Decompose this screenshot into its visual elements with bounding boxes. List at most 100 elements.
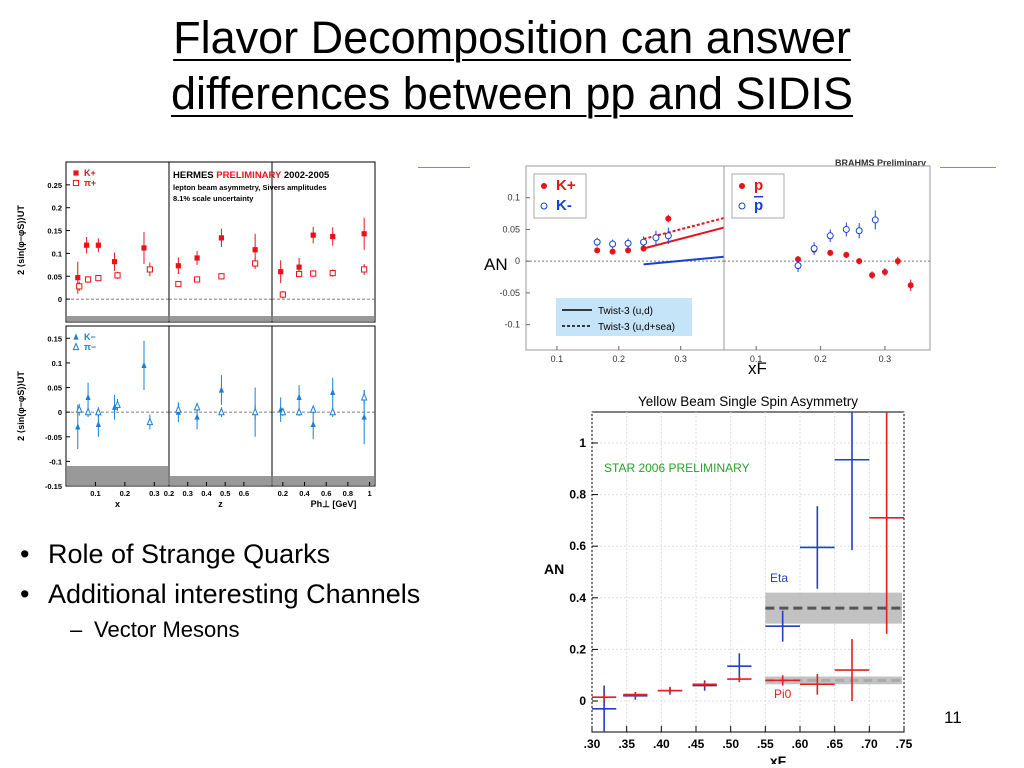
y-tick-label: 0.2	[569, 642, 586, 656]
x-tick-label: .65	[826, 737, 843, 751]
x-tick-label: 0.2	[120, 489, 130, 498]
x-tick-label: 0.6	[321, 489, 331, 498]
y-tick-label: 0.8	[569, 488, 586, 502]
data-point	[73, 180, 78, 185]
x-axis-label: xF	[770, 753, 787, 764]
data-point	[610, 241, 616, 247]
data-point	[77, 284, 82, 289]
data-point	[85, 277, 90, 282]
data-point	[73, 170, 78, 175]
chart-title: Yellow Beam Single Spin Asymmetry	[638, 394, 858, 409]
brahms-panel: 0.1 0.2 0.3-0.1-0.0500.050.1K+K-Twist-3 (u…	[499, 166, 724, 364]
data-point	[827, 233, 833, 239]
data-point	[872, 217, 878, 223]
panel-frame	[169, 326, 272, 486]
y-tick-label: 0.1	[52, 249, 62, 258]
y-tick-label: 0.6	[569, 539, 586, 553]
panel-frame	[272, 326, 375, 486]
data-point	[856, 228, 862, 234]
title-line-1: Flavor Decomposition can answer	[0, 10, 1024, 66]
y-tick-label: 0	[58, 408, 62, 417]
y-axis-label: AN	[484, 255, 508, 274]
y-tick-label: 1	[579, 436, 586, 450]
data-point	[330, 234, 335, 239]
data-point	[75, 275, 80, 280]
data-point	[96, 243, 101, 248]
y-tick-label: 0	[515, 256, 520, 266]
data-point	[362, 231, 367, 236]
x-axis-label: x	[115, 499, 120, 509]
x-tick-label: 0.4	[201, 489, 212, 498]
x-tick-label: .75	[896, 737, 913, 751]
title-line-2: differences between pp and SIDIS	[0, 66, 1024, 122]
data-point	[908, 282, 914, 288]
y-axis-label: AN	[544, 561, 564, 577]
x-tick-label: 0.2	[278, 489, 288, 498]
systematic-band	[67, 316, 168, 321]
y-tick-label: -0.05	[499, 288, 520, 298]
data-point	[843, 252, 849, 258]
data-point	[594, 247, 600, 253]
data-point	[653, 235, 659, 241]
hermes-chart: 2 ⟨sin(φ−φS)⟩UT2 ⟨sin(φ−φS)⟩UT00.050.10.…	[14, 158, 376, 520]
x-tick-label: 0.8	[343, 489, 353, 498]
systematic-band	[273, 476, 374, 485]
x-tick-label: 0.2	[613, 354, 626, 364]
y-tick-label: 0.25	[47, 181, 62, 190]
chart-header: HERMES PRELIMINARY 2002-2005	[173, 170, 330, 181]
x-tick-label: 0.1	[90, 489, 100, 498]
sub-bullet-item: – Vector Mesons	[20, 614, 420, 646]
data-point	[176, 263, 181, 268]
x-tick-label: 0.2	[164, 489, 174, 498]
x-axis-label: Ph⊥ [GeV]	[311, 499, 357, 509]
data-point	[194, 255, 199, 260]
x-tick-label: 0.2	[814, 354, 827, 364]
data-point	[280, 292, 285, 297]
x-tick-label: 0.3	[879, 354, 892, 364]
data-point	[610, 249, 616, 255]
data-point	[811, 245, 817, 251]
series-label-eta: Eta	[770, 571, 788, 585]
legend-label: K−	[84, 332, 96, 342]
y-axis-label: 2 ⟨sin(φ−φS)⟩UT	[16, 205, 26, 275]
data-point	[541, 183, 547, 189]
x-tick-label: 0.5	[220, 489, 230, 498]
legend-label: K-	[556, 197, 572, 214]
legend-label: K+	[84, 168, 96, 178]
data-point	[882, 269, 888, 275]
x-tick-label: 0.4	[299, 489, 310, 498]
data-point	[253, 247, 258, 252]
curve-legend-label: Twist-3 (u,d)	[598, 306, 653, 317]
y-tick-label: 0.2	[52, 204, 62, 213]
systematic-band	[170, 476, 271, 485]
legend-label: K+	[556, 177, 576, 194]
bullet-item: • Additional interesting Channels	[20, 574, 420, 614]
bullet-item: • Role of Strange Quarks	[20, 534, 420, 574]
y-tick-label: 0	[579, 694, 586, 708]
hermes-panel: -0.15 -0.1 -0.05 0 0.05 0.1 0.15 0.1 0.2 0.3 x K−π−	[45, 326, 169, 509]
data-point	[115, 273, 120, 278]
data-point	[112, 259, 117, 264]
data-point	[869, 272, 875, 278]
y-tick-label: 0.1	[52, 359, 62, 368]
x-tick-label: 0.1	[551, 354, 564, 364]
data-point	[795, 263, 801, 269]
header-years: 2002-2005	[281, 170, 330, 181]
chart-subtitle: lepton beam asymmetry, Sivers amplitudes	[173, 183, 327, 192]
data-point	[541, 203, 547, 209]
data-point	[594, 239, 600, 245]
x-tick-label: .70	[861, 737, 878, 751]
x-tick-label: 0.1	[750, 354, 763, 364]
x-tick-label: .60	[792, 737, 809, 751]
page-number: 11	[944, 708, 962, 728]
series-label-pi0: Pi0	[774, 687, 792, 701]
data-point	[147, 267, 152, 272]
panel-frame	[66, 162, 169, 322]
data-point	[141, 245, 146, 250]
data-point	[895, 258, 901, 264]
systematic-band	[170, 316, 271, 321]
legend-label: p	[754, 177, 763, 194]
y-tick-label: 0.15	[47, 334, 62, 343]
data-point	[739, 183, 745, 189]
y-tick-label: 0	[58, 295, 62, 304]
